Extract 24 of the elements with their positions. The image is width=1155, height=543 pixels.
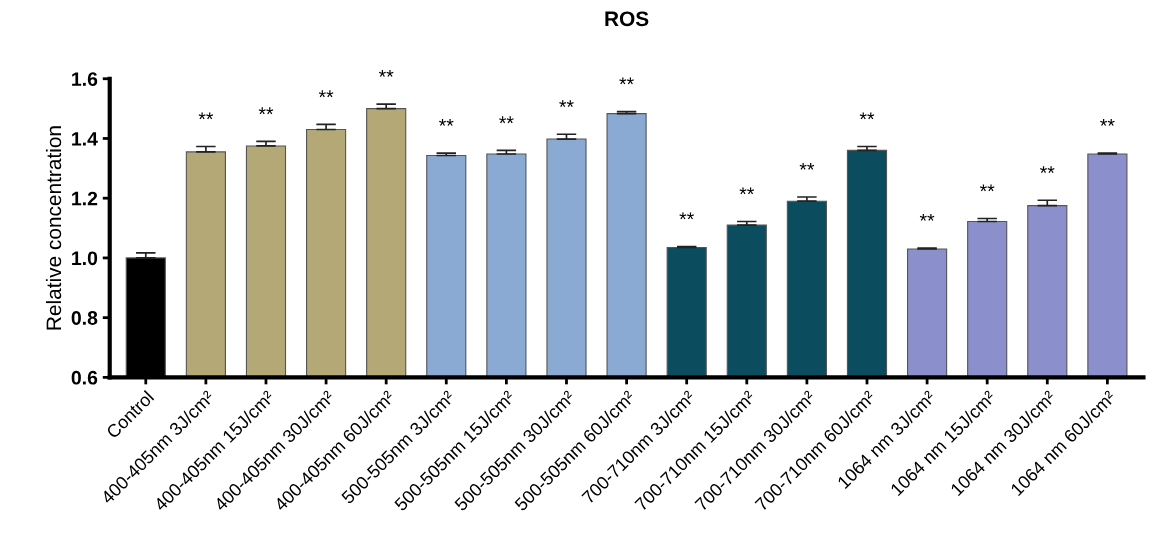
annotation: **: [1100, 119, 1115, 126]
annotation: **: [318, 90, 334, 98]
annotation: **: [439, 119, 454, 126]
annotation: **: [258, 107, 274, 115]
y-tick-label: 0.8: [71, 311, 98, 325]
annotation: **: [859, 112, 875, 120]
annotation: **: [1040, 166, 1055, 174]
annotation: **: [378, 70, 394, 77]
annotation: **: [919, 213, 935, 221]
y-tick-label: 1.6: [72, 72, 98, 86]
annotation: **: [198, 112, 214, 120]
annotation: **: [799, 162, 815, 170]
chart-title: ROS: [605, 11, 649, 27]
annotation: **: [739, 187, 755, 195]
y-axis-title: Relative concentration: [45, 126, 62, 330]
annotation: **: [559, 100, 574, 108]
annotation: **: [979, 184, 995, 192]
annotation: **: [679, 212, 694, 220]
y-tick-label: 1.2: [72, 191, 98, 206]
y-tick-label: 1.4: [72, 132, 98, 146]
y-tick-label: 1.0: [72, 251, 98, 266]
y-tick-label: 0.6: [71, 370, 98, 385]
annotation: **: [499, 116, 514, 124]
annotation: **: [619, 77, 634, 85]
